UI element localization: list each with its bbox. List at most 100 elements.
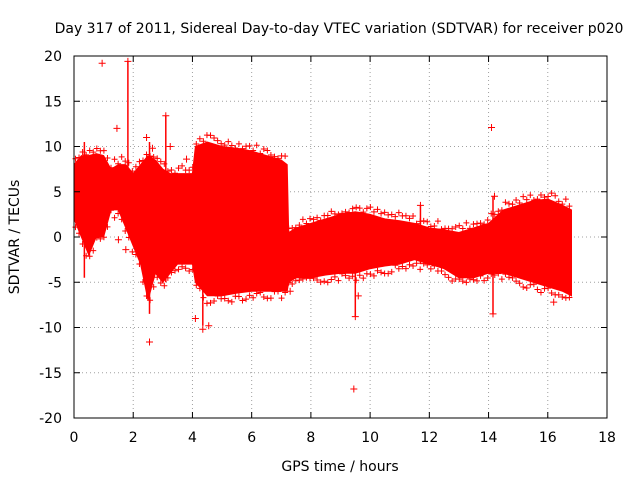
data-point-edge xyxy=(392,262,399,269)
data-point-edge xyxy=(221,295,228,302)
data-point-edge xyxy=(537,192,544,199)
data-point-edge xyxy=(498,207,505,214)
data-point-edge xyxy=(260,145,267,152)
data-point-edge xyxy=(214,137,221,144)
data-point-edge xyxy=(267,152,274,159)
data-point-outlier xyxy=(183,155,191,163)
data-point-edge xyxy=(214,293,221,300)
data-point-edge xyxy=(548,289,555,296)
data-point-edge xyxy=(154,274,161,281)
data-point-edge xyxy=(342,272,349,279)
data-point-edge xyxy=(211,298,218,305)
data-point-edge xyxy=(388,268,395,275)
tick-layer: 0 2 4 6 8 10 12 14 16 18 -20 -15 -10 -5 0 5 10 15 20 xyxy=(39,49,616,446)
data-point-edge xyxy=(189,164,196,171)
data-point-edge xyxy=(253,142,260,149)
x-axis-title: GPS time / hours xyxy=(281,459,398,475)
x-tick-label: 18 xyxy=(598,430,616,446)
data-point-edge xyxy=(420,260,427,267)
data-point-edge xyxy=(516,200,523,206)
data-point-edge xyxy=(559,201,566,208)
data-point-edge xyxy=(545,285,552,292)
data-point-edge xyxy=(438,268,445,275)
data-point-edge xyxy=(310,216,317,223)
data-point-edge xyxy=(356,205,363,212)
data-point-outlier xyxy=(124,57,132,65)
data-point-edge xyxy=(179,263,186,270)
data-point-edge xyxy=(86,147,93,154)
data-point-edge xyxy=(505,274,512,281)
data-point-edge xyxy=(292,224,299,231)
data-point-edge xyxy=(154,155,161,162)
data-point-edge xyxy=(104,155,111,162)
data-point-edge xyxy=(445,274,452,281)
data-point-edge xyxy=(132,251,139,258)
data-point-edge xyxy=(537,289,544,296)
data-point-edge xyxy=(449,225,456,232)
data-point-edge xyxy=(139,157,146,164)
data-point-edge xyxy=(211,134,218,141)
data-point-edge xyxy=(516,280,523,287)
data-point-edge xyxy=(338,270,345,277)
x-tick-label: 4 xyxy=(188,430,197,446)
data-point-outlier xyxy=(489,310,497,318)
y-tick-label: -15 xyxy=(39,366,62,382)
data-point-outlier xyxy=(490,192,498,200)
data-point-edge xyxy=(520,193,527,200)
x-tick-label: 16 xyxy=(539,430,557,446)
x-tick-label: 14 xyxy=(480,430,498,446)
data-point-edge xyxy=(278,295,285,302)
data-point-edge xyxy=(299,275,306,282)
data-point-edge xyxy=(335,277,342,284)
x-tick-label: 8 xyxy=(306,430,315,446)
data-point-edge xyxy=(442,271,449,278)
data-point-edge xyxy=(470,276,477,283)
data-point-edge xyxy=(509,201,516,208)
data-point-edge xyxy=(353,204,360,211)
data-point-edge xyxy=(360,209,367,216)
data-point-edge xyxy=(360,275,367,282)
data-point-edge xyxy=(314,214,321,221)
x-tick-label: 6 xyxy=(247,430,256,446)
data-point-edge xyxy=(115,160,122,167)
data-point-edge xyxy=(193,141,200,148)
data-point-edge xyxy=(545,193,552,200)
data-point-edge xyxy=(328,276,335,283)
data-point-edge xyxy=(346,209,353,216)
data-point-edge xyxy=(235,140,242,147)
data-point-edge xyxy=(246,142,253,149)
data-point-edge xyxy=(317,279,324,286)
data-point-edge xyxy=(303,220,310,227)
data-point-edge xyxy=(552,192,559,199)
data-point-edge xyxy=(196,135,203,142)
data-point-edge xyxy=(129,248,136,255)
data-point-edge xyxy=(534,196,541,203)
data-point-outlier xyxy=(350,385,358,393)
data-point-edge xyxy=(370,208,377,215)
data-point-edge xyxy=(111,214,118,221)
data-point-edge xyxy=(367,204,374,211)
data-point-edge xyxy=(93,145,100,152)
data-point-edge xyxy=(356,272,363,279)
data-point-edge xyxy=(307,215,314,222)
data-point-outlier xyxy=(148,144,156,152)
data-point-edge xyxy=(477,272,484,279)
data-point-edge xyxy=(282,153,289,160)
data-point-edge xyxy=(228,298,235,305)
data-point-edge xyxy=(530,281,537,288)
data-point-edge xyxy=(218,140,225,147)
data-point-edge xyxy=(136,158,143,165)
data-point-outlier xyxy=(166,143,174,150)
data-point-outlier xyxy=(416,201,424,209)
data-point-edge xyxy=(484,274,491,281)
data-point-edge xyxy=(427,265,434,272)
data-point-edge xyxy=(168,269,175,276)
data-point-edge xyxy=(118,216,125,223)
data-point-edge xyxy=(225,297,232,304)
data-point-edge xyxy=(72,224,79,231)
y-tick-label: -10 xyxy=(39,321,62,337)
data-point-edge xyxy=(253,290,260,297)
data-point-edge xyxy=(559,293,566,300)
data-point-edge xyxy=(420,217,427,224)
data-point-edge xyxy=(370,272,377,279)
